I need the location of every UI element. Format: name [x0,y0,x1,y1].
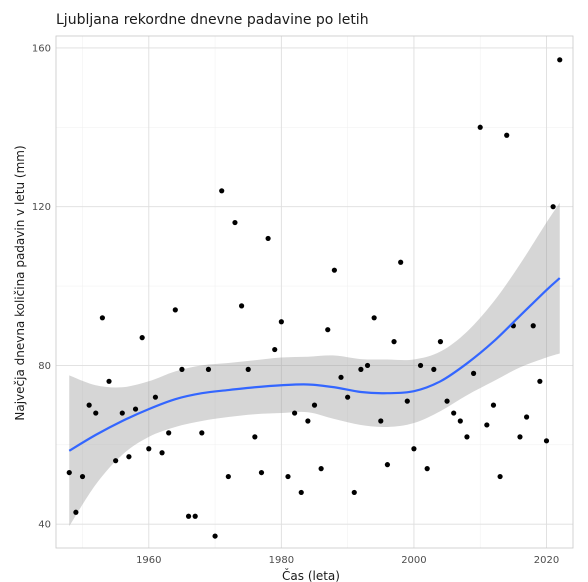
data-point [417,362,424,369]
y-tick-label: 80 [38,361,51,372]
data-points [66,57,563,539]
data-point [331,267,337,273]
data-point [391,339,397,345]
data-point [437,339,444,345]
confidence-band-area [69,202,560,527]
data-point [404,398,410,404]
y-tick-label: 160 [32,43,51,54]
data-point [557,57,563,63]
data-point [285,473,291,480]
grid [56,36,573,548]
data-point [93,410,99,416]
data-point [219,188,225,194]
x-tick-label: 1980 [269,555,294,566]
data-point [444,398,450,404]
y-tick-label: 120 [32,202,51,213]
data-point [212,533,218,539]
data-point [318,466,324,472]
data-point [451,410,457,416]
smooth-trend [68,277,561,452]
data-point [543,438,550,444]
y-axis-ticks: 40 80 120 160 [32,43,51,530]
data-point [272,346,278,353]
data-point [457,418,463,424]
data-point [126,454,132,460]
x-tick-label: 2000 [401,555,426,566]
data-point [398,259,404,265]
data-point [119,410,125,416]
data-point [530,323,536,329]
data-point [106,378,112,384]
x-axis-title: Čas (leta) [282,568,340,582]
x-tick-label: 2020 [534,555,559,566]
data-point [292,410,298,416]
data-point [364,362,371,369]
confidence-band [69,202,560,527]
data-point [431,366,437,372]
data-point [378,418,384,424]
data-point [265,235,271,242]
data-point [232,219,238,226]
data-point [517,434,523,440]
data-point [86,402,92,408]
data-point [305,418,311,424]
x-tick-label: 1960 [136,555,161,566]
data-point [490,402,497,408]
data-point [166,430,172,436]
data-point [199,430,205,436]
data-point [470,370,477,376]
data-point [172,307,178,313]
data-point [225,473,231,480]
data-point [550,204,556,210]
data-point [66,469,72,476]
data-point [132,406,139,412]
data-point [384,462,391,468]
data-point [278,319,284,325]
data-point [99,315,105,321]
plot-panel-border [55,35,574,549]
data-point [345,394,351,400]
data-point [113,458,119,464]
chart-title: Ljubljana rekordne dnevne padavine po le… [56,12,369,28]
data-point [139,335,145,341]
data-point [371,315,377,321]
data-point [258,469,265,476]
data-point [73,509,79,515]
data-point [152,394,159,400]
data-point [185,513,192,519]
data-point [146,446,152,452]
data-point [524,414,530,420]
smooth-line [68,277,561,452]
y-axis-title: Največja dnevna količina padavin v letu … [13,145,27,420]
data-point [351,489,357,496]
y-tick-label: 40 [38,520,51,531]
data-point [298,489,304,496]
data-point [424,466,430,472]
data-point [159,450,165,456]
data-point [497,473,503,480]
data-point [245,366,251,372]
data-point [338,374,344,380]
data-point [504,132,510,138]
data-point [311,402,318,408]
data-point [537,378,543,384]
data-point [477,124,483,130]
data-point [464,434,470,440]
data-point [238,303,245,309]
data-point [252,434,258,440]
data-point [192,513,198,519]
data-point [205,366,212,372]
x-axis-ticks: 1960 1980 2000 2020 [136,555,559,566]
data-point [325,327,331,333]
data-point [79,473,86,480]
data-point [484,422,490,428]
data-point [358,366,364,372]
data-point [411,446,417,452]
data-point [179,366,185,372]
